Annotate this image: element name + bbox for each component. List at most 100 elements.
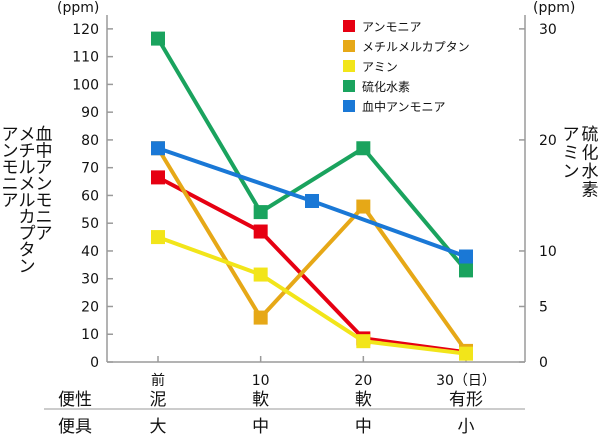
table-row-label: 便具 (58, 417, 92, 436)
right-axis-label: 硫化水素 アミン (563, 125, 599, 201)
series-layer (151, 31, 473, 361)
axis-label-char: タ (19, 241, 36, 261)
left-tick-label: 60 (81, 188, 99, 204)
left-ticks: 0 10 20 30 40 50 60 70 80 90 100 110 120 (72, 22, 113, 371)
series-marker (151, 170, 165, 185)
table-cell: 軟 (355, 390, 372, 410)
left-tick-label: 90 (81, 105, 99, 121)
legend-label: 硫化水素 (362, 79, 410, 94)
series-marker (459, 263, 473, 278)
right-tick-label: 20 (539, 133, 557, 149)
legend-label: アンモニア (362, 20, 422, 34)
x-tick-label: 20 (354, 373, 372, 389)
legend-label: 血中アンモニア (362, 99, 446, 114)
series-marker (253, 205, 268, 220)
left-tick-label: 10 (81, 327, 99, 343)
axis-label-char: ル (19, 158, 36, 178)
table-row-label: 便性 (58, 390, 92, 410)
axis-label-char: ア (36, 224, 53, 244)
right-tick-label: 0 (539, 355, 548, 371)
table-cell: 泥 (150, 390, 167, 410)
axis-label-char: 中 (36, 142, 53, 162)
series-marker (356, 199, 371, 214)
series-line (157, 175, 467, 355)
legend-swatch (343, 40, 355, 52)
left-tick-label: 40 (81, 244, 99, 260)
right-tick-label: 10 (539, 244, 557, 260)
left-tick-label: 120 (72, 22, 99, 38)
axis-label-char: ニ (36, 208, 53, 228)
series-marker (356, 334, 371, 349)
right-ticks: 0 5 10 20 30 (519, 22, 557, 371)
axes (44, 15, 526, 410)
axis-label-char: 水 (582, 162, 599, 182)
legend-swatch (343, 60, 355, 72)
legend-swatch (343, 100, 355, 112)
x-ticks: 前 10 20 30（日） (151, 356, 496, 389)
series-line (156, 147, 468, 353)
series-硫化水素 (151, 31, 473, 278)
series-marker (459, 249, 473, 264)
axis-label-char: 素 (582, 181, 599, 201)
axis-label-char: ン (19, 257, 36, 277)
series-marker (356, 141, 371, 156)
x-tick-label: 10 (252, 373, 270, 389)
axis-label-char: ル (19, 191, 36, 211)
series-marker (151, 31, 165, 46)
axis-label-char: 化 (582, 144, 599, 164)
series-メチルメルカプタン (151, 141, 473, 358)
axis-label-char: ン (2, 142, 19, 162)
axis-label-char: ア (2, 125, 19, 145)
axis-label-char: モ (2, 158, 19, 178)
right-tick-label: 30 (539, 22, 557, 38)
series-marker (151, 230, 165, 245)
left-tick-label: 80 (81, 133, 99, 149)
series-血中アンモニア (151, 141, 473, 264)
axis-label-char: メ (19, 125, 36, 145)
right-tick-label: 5 (539, 299, 548, 315)
series-アミン (151, 230, 473, 361)
axis-label-char: ア (2, 191, 19, 211)
axis-label-char: ニ (2, 175, 19, 195)
axis-label-char: ン (36, 175, 53, 195)
axis-label-char: プ (19, 224, 36, 244)
axis-label-char: メ (19, 175, 36, 195)
x-tick-label: 前 (151, 372, 165, 389)
x-tick-label: 30（日） (436, 373, 496, 389)
series-marker (151, 141, 165, 156)
table-cell: 有形 (449, 390, 483, 410)
legend-swatch (343, 80, 355, 92)
left-tick-label: 0 (90, 355, 99, 371)
left-tick-label: 20 (81, 299, 99, 315)
legend-label: アミン (362, 60, 398, 74)
left-tick-label: 50 (81, 216, 99, 232)
axis-label-char: ア (36, 158, 53, 178)
right-axis-unit: (ppm) (533, 0, 575, 16)
series-marker (253, 310, 268, 325)
series-marker (253, 267, 268, 282)
series-line (157, 235, 467, 356)
legend-swatch (343, 20, 355, 32)
axis-label-char: カ (19, 208, 36, 228)
axis-label-char: モ (36, 191, 53, 211)
left-tick-label: 70 (81, 161, 99, 177)
left-tick-label: 100 (72, 77, 99, 93)
left-axis-unit: (ppm) (57, 0, 99, 16)
table-cell: 中 (355, 417, 372, 436)
axis-label-char: ン (563, 162, 580, 182)
axis-label-char: ミ (563, 144, 580, 164)
axis-label-char: 硫 (582, 125, 599, 145)
table-cell: 軟 (252, 390, 269, 410)
legend-label: メチルメルカプタン (362, 40, 470, 54)
series-line (156, 37, 468, 272)
left-tick-label: 30 (81, 272, 99, 288)
series-marker (253, 224, 268, 239)
series-marker (305, 193, 319, 208)
axis-label-char: ア (563, 125, 580, 145)
series-marker (459, 346, 473, 361)
table-cell: 小 (458, 417, 475, 436)
